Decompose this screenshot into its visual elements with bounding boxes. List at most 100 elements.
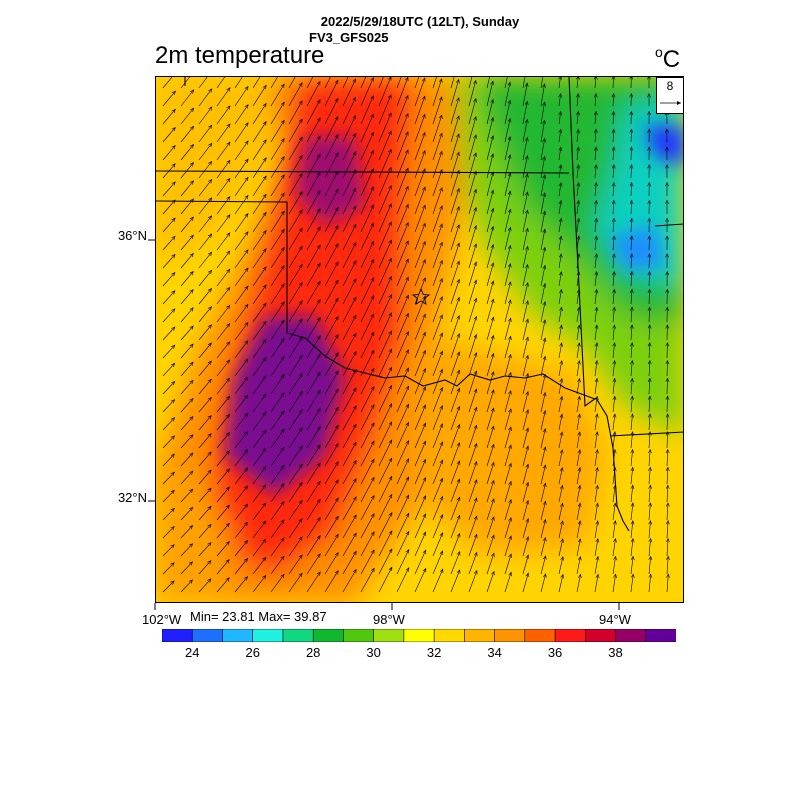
wind-vector bbox=[450, 224, 460, 251]
wind-vector bbox=[180, 416, 194, 431]
wind-vector-head bbox=[456, 242, 460, 247]
wind-vector bbox=[306, 517, 321, 539]
wind-vector-head bbox=[612, 342, 617, 347]
wind-vector bbox=[612, 253, 615, 269]
wind-vector bbox=[378, 421, 392, 449]
colorbar-swatch bbox=[252, 629, 284, 642]
wind-vector-head bbox=[508, 553, 512, 559]
wind-vector bbox=[360, 459, 375, 485]
wind-vector-head bbox=[542, 355, 547, 361]
wind-vector-head bbox=[558, 253, 563, 258]
wind-vector-head bbox=[388, 221, 392, 226]
map-header-datetime: 2022/5/29/18UTC (12LT), Sunday bbox=[320, 14, 520, 29]
wind-vector bbox=[306, 372, 321, 395]
wind-vector-head bbox=[507, 154, 512, 159]
wind-vector bbox=[270, 156, 285, 179]
wind-vector-head bbox=[648, 466, 652, 472]
wind-vector bbox=[576, 449, 581, 467]
wind-vector-head bbox=[226, 177, 231, 183]
wind-vector bbox=[288, 573, 303, 593]
wind-vector-head bbox=[225, 432, 230, 437]
wind-vector-head bbox=[577, 466, 582, 472]
wind-vector-head bbox=[189, 143, 194, 149]
wind-vector-head bbox=[262, 502, 267, 507]
wind-vector bbox=[270, 120, 285, 143]
wind-vector bbox=[666, 449, 669, 467]
wind-vector-head bbox=[352, 205, 357, 211]
wind-vector bbox=[630, 396, 633, 413]
wind-vector bbox=[630, 467, 633, 485]
wind-vector bbox=[180, 543, 193, 557]
wind-vector bbox=[558, 289, 562, 305]
wind-vector-head bbox=[298, 136, 303, 142]
wind-vector-head bbox=[280, 555, 285, 561]
wind-vector-head bbox=[473, 152, 477, 157]
wind-vector-head bbox=[456, 133, 460, 138]
wind-vector-head bbox=[352, 278, 357, 283]
wind-vector bbox=[162, 417, 175, 431]
wind-vector bbox=[270, 447, 285, 467]
wind-vector-head bbox=[388, 403, 393, 408]
wind-vector bbox=[324, 76, 332, 89]
wind-vector-head bbox=[473, 79, 477, 85]
wind-vector-head bbox=[170, 489, 175, 494]
wind-vector bbox=[288, 318, 303, 341]
wind-vector bbox=[594, 556, 599, 575]
wind-vector bbox=[522, 554, 529, 575]
wind-vector bbox=[468, 479, 477, 503]
wind-vector-head bbox=[439, 150, 443, 156]
wind-vector bbox=[234, 340, 249, 359]
wind-vector-head bbox=[262, 556, 267, 562]
wind-vector bbox=[396, 168, 409, 197]
wind-vector bbox=[432, 133, 443, 161]
wind-vector bbox=[378, 567, 393, 593]
wind-vector bbox=[522, 373, 529, 395]
wind-vector bbox=[198, 161, 212, 179]
wind-vector bbox=[540, 555, 546, 575]
wind-vector-head bbox=[542, 264, 547, 270]
wind-vector-head bbox=[280, 228, 285, 234]
wind-vector bbox=[234, 86, 249, 107]
wind-vector-head bbox=[225, 522, 230, 528]
wind-vector bbox=[198, 379, 212, 395]
lat-label-36n: 36°N bbox=[117, 228, 147, 243]
wind-vector bbox=[270, 211, 285, 233]
wind-vector-head bbox=[422, 440, 426, 446]
wind-vector bbox=[468, 552, 478, 575]
wind-vector-head bbox=[334, 79, 339, 85]
wind-vector bbox=[450, 370, 460, 395]
wind-vector-head bbox=[316, 189, 321, 195]
wind-vector-head bbox=[559, 342, 563, 347]
wind-vector-head bbox=[439, 459, 444, 465]
wind-vector-head bbox=[208, 142, 213, 148]
wind-vector bbox=[558, 147, 562, 161]
wind-vector-head bbox=[665, 342, 670, 347]
wind-vector bbox=[342, 224, 357, 251]
wind-vector bbox=[612, 218, 615, 233]
wind-vector bbox=[648, 520, 651, 539]
wind-vector bbox=[216, 414, 230, 431]
wind-vector-head bbox=[542, 155, 546, 161]
wind-vector-head bbox=[316, 516, 321, 522]
wind-vector-head bbox=[473, 352, 478, 357]
wind-vector-head bbox=[405, 476, 409, 481]
wind-vector bbox=[540, 229, 546, 251]
wind-vector-head bbox=[280, 319, 285, 325]
wind-vector bbox=[288, 355, 303, 377]
wind-vector-head bbox=[316, 371, 321, 377]
wind-vector bbox=[540, 537, 546, 557]
wind-vector bbox=[558, 111, 561, 125]
colorbar-swatch bbox=[222, 629, 254, 642]
wind-vector-head bbox=[388, 130, 392, 136]
wind-vector bbox=[270, 320, 285, 341]
wind-vector bbox=[648, 253, 650, 269]
wind-vector-head bbox=[244, 358, 249, 363]
wind-vector-head bbox=[262, 266, 267, 271]
wind-vector bbox=[540, 501, 546, 521]
wind-vector bbox=[216, 287, 231, 305]
wind-vector bbox=[378, 185, 392, 215]
wind-vector-head bbox=[473, 261, 478, 266]
wind-vector bbox=[540, 374, 546, 395]
wind-vector bbox=[594, 325, 598, 341]
wind-vector bbox=[180, 108, 194, 125]
